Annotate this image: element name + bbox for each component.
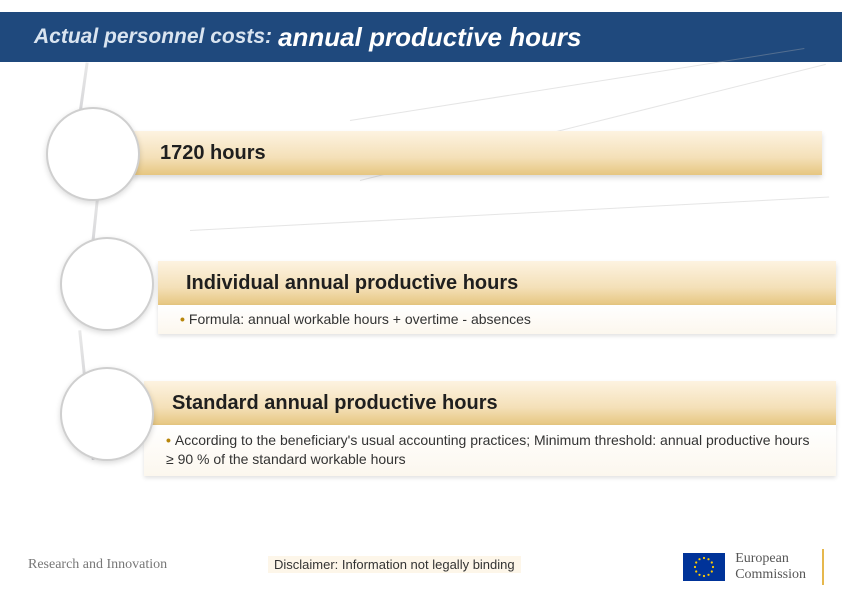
org-line2: Commission <box>735 567 806 583</box>
title-bar: Actual personnel costs: annual productiv… <box>0 12 842 62</box>
item-heading: Standard annual productive hours <box>144 381 836 425</box>
title-prefix: Actual personnel costs: <box>34 25 272 49</box>
item-bullet: •Formula: annual workable hours + overti… <box>158 305 836 334</box>
item-bullet: •According to the beneficiary's usual ac… <box>144 425 836 476</box>
footer-left-text: Research and Innovation <box>28 557 167 573</box>
footer-right: European Commission <box>683 549 824 585</box>
disclaimer-text: Disclaimer: Information not legally bind… <box>268 556 521 573</box>
bullet-text: According to the beneficiary's usual acc… <box>166 432 809 467</box>
title-main: annual productive hours <box>278 22 581 53</box>
eu-flag-icon <box>683 553 725 581</box>
bullet-dot: • <box>166 432 171 448</box>
diagonal-line <box>190 197 829 231</box>
item-heading: 1720 hours <box>132 131 822 175</box>
bullet-text: Formula: annual workable hours + overtim… <box>189 311 531 327</box>
circle-marker <box>60 237 154 331</box>
circle-marker <box>46 107 140 201</box>
org-line1: European <box>735 551 806 567</box>
circle-marker <box>60 367 154 461</box>
org-name: European Commission <box>735 551 806 583</box>
bullet-dot: • <box>180 311 185 327</box>
divider-bar <box>822 549 824 585</box>
item-heading: Individual annual productive hours <box>158 261 836 305</box>
